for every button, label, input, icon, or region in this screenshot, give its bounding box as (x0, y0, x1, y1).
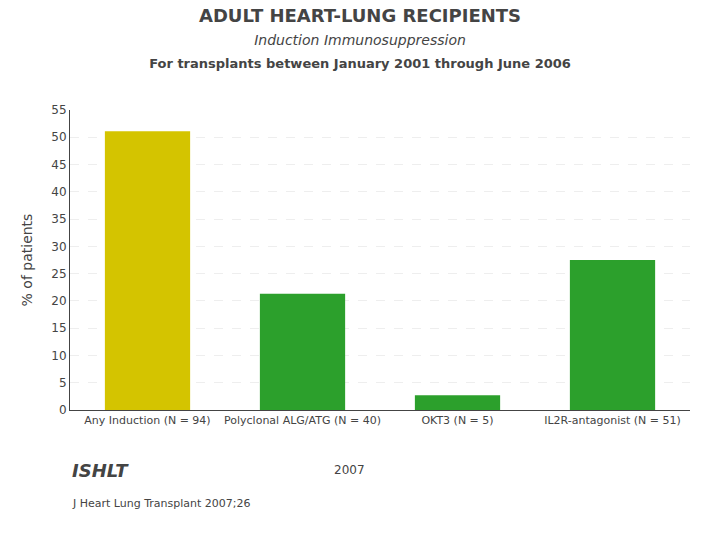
svg-text:50: 50 (51, 130, 66, 144)
svg-text:5: 5 (59, 376, 67, 390)
svg-text:30: 30 (51, 240, 66, 254)
svg-text:Polyclonal ALG/ATG (N = 40): Polyclonal ALG/ATG (N = 40) (224, 414, 381, 427)
svg-text:ISHLT: ISHLT (72, 460, 129, 481)
svg-text:45: 45 (51, 158, 66, 172)
svg-text:20: 20 (51, 294, 66, 308)
svg-text:J Heart Lung Transplant 2007;2: J Heart Lung Transplant 2007;26 (72, 497, 251, 510)
svg-text:OKT3 (N = 5): OKT3 (N = 5) (421, 414, 493, 427)
svg-text:0: 0 (59, 403, 67, 417)
svg-text:% of patients: % of patients (19, 214, 35, 307)
svg-text:ADULT HEART-LUNG RECIPIENTSInd: ADULT HEART-LUNG RECIPIENTSInduction Imm… (149, 5, 571, 72)
svg-text:40: 40 (51, 185, 66, 199)
svg-text:10: 10 (51, 349, 66, 363)
svg-text:25: 25 (51, 267, 66, 281)
svg-text:55: 55 (51, 103, 66, 117)
svg-text:15: 15 (51, 321, 66, 335)
svg-text:35: 35 (51, 212, 66, 226)
svg-text:Any Induction (N = 94): Any Induction (N = 94) (84, 414, 210, 427)
svg-text:2007: 2007 (334, 463, 365, 477)
svg-text:IL2R-antagonist (N = 51): IL2R-antagonist (N = 51) (544, 414, 681, 427)
